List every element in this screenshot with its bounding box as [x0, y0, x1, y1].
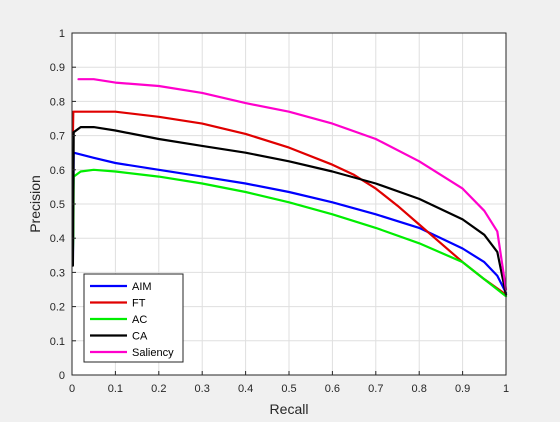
legend-label-ac: AC	[132, 314, 147, 326]
y-tick-label: 0.7	[50, 131, 65, 143]
x-tick-label: 0.8	[412, 383, 427, 395]
series-line-saliency	[77, 78, 508, 291]
y-tick-label: 0.6	[50, 165, 65, 177]
x-tick-label: 0.4	[238, 383, 253, 395]
x-tick-label: 0.7	[368, 383, 383, 395]
x-tick-label: 0.2	[151, 383, 166, 395]
y-tick-label: 0.1	[50, 336, 65, 348]
legend-label-saliency: Saliency	[132, 347, 174, 359]
y-tick-label: 0.4	[50, 233, 65, 245]
axis-ticks: 0 0.1 0.2 0.3 0.4 0.5 0.6 0.7 0.8 0.9 1 0 0.1 0.2 0.3 0…	[50, 28, 509, 395]
y-tick-label: 0.2	[50, 302, 65, 314]
x-tick-label: 0.5	[281, 383, 296, 395]
y-tick-label: 0.9	[50, 62, 65, 74]
y-tick-label: 0.3	[50, 267, 65, 279]
x-tick-label: 1	[503, 383, 509, 395]
x-tick-label: 0.9	[455, 383, 470, 395]
y-tick-label: 0.8	[50, 96, 65, 108]
legend-label-ca: CA	[132, 331, 148, 343]
legend-label-ft: FT	[132, 298, 146, 310]
x-tick-label: 0.1	[108, 383, 123, 395]
y-tick-label: 0.5	[50, 199, 65, 211]
series-line-ft	[71, 110, 508, 296]
series-lines	[71, 78, 508, 298]
x-axis-label: Recall	[270, 401, 309, 417]
y-tick-label: 0	[59, 370, 65, 382]
legend-label-aim: AIM	[132, 281, 152, 293]
x-tick-label: 0.6	[325, 383, 340, 395]
series-line-aim	[71, 151, 508, 294]
x-tick-label: 0	[69, 383, 75, 395]
series-line-ac	[71, 168, 508, 298]
y-tick-label: 1	[59, 28, 65, 40]
series-line-ca	[71, 126, 508, 296]
y-axis-label: Precision	[27, 175, 43, 233]
legend: AIM FT AC CA Saliency	[83, 273, 184, 363]
x-tick-label: 0.3	[195, 383, 210, 395]
